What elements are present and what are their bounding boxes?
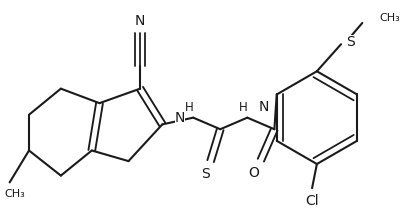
Text: H: H [239, 101, 248, 114]
Text: S: S [346, 35, 354, 49]
Text: CH₃: CH₃ [5, 189, 26, 199]
Text: N: N [135, 14, 145, 28]
Text: N: N [259, 100, 269, 114]
Text: S: S [201, 167, 210, 181]
Text: O: O [249, 166, 259, 180]
Text: Cl: Cl [305, 194, 319, 208]
Text: H: H [185, 101, 194, 114]
Text: N: N [175, 111, 186, 125]
Text: CH₃: CH₃ [380, 13, 401, 23]
